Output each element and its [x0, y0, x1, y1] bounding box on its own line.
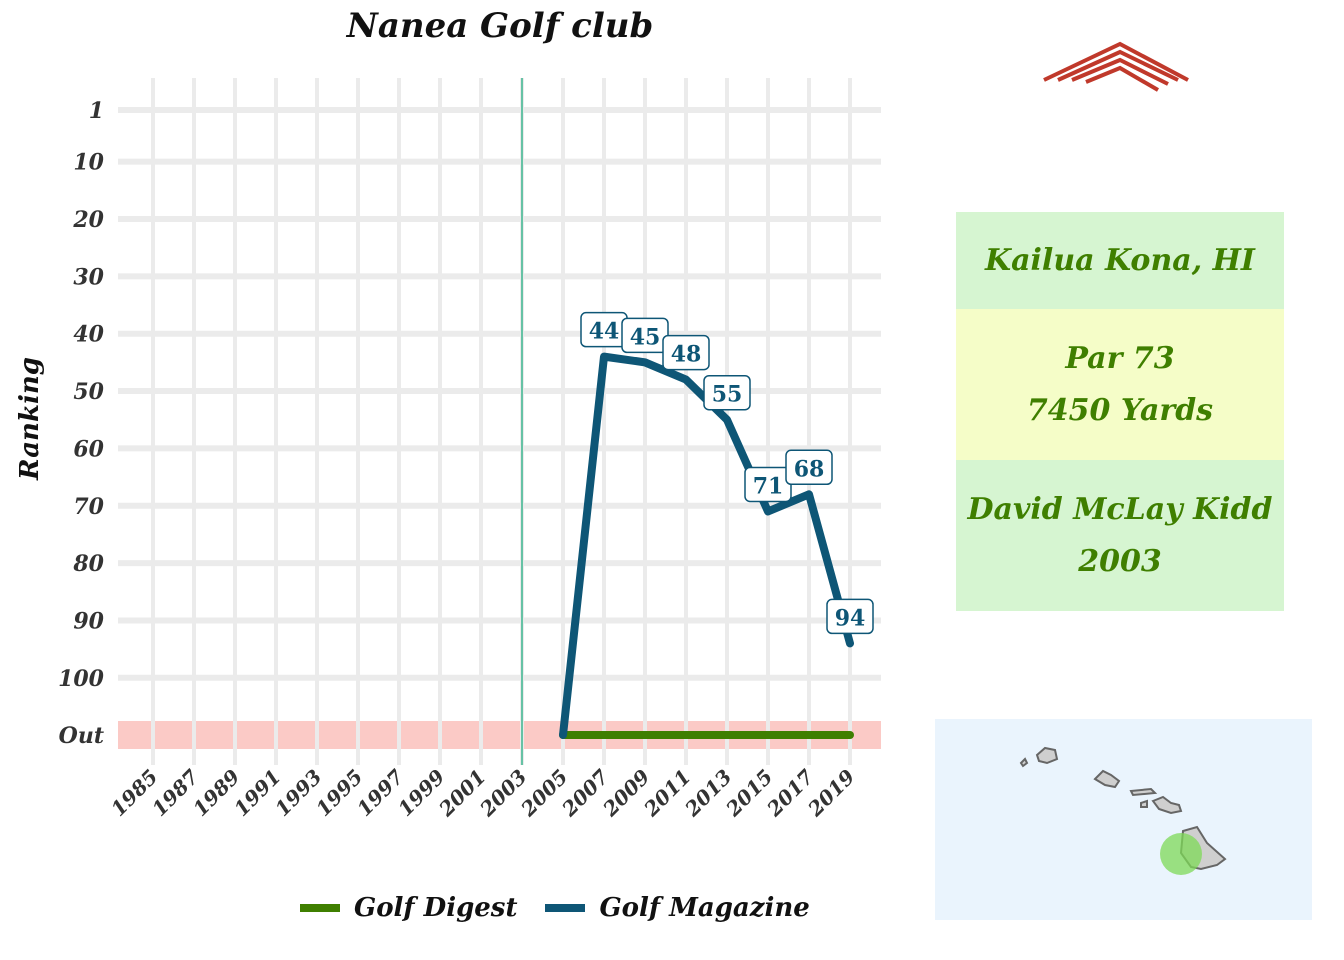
molokai-island: [1129, 787, 1158, 797]
x-tick-label: 2019: [802, 765, 859, 822]
y-tick-label: 30: [73, 264, 104, 290]
x-tick-label: 1985: [106, 765, 162, 821]
x-tick-label: 1993: [270, 765, 326, 821]
x-tick-label: 1997: [352, 765, 408, 821]
location-panel: Kailua Kona, HI: [956, 212, 1284, 309]
x-tick-label: 1995: [311, 765, 367, 821]
y-tick-label: Out: [59, 723, 104, 749]
x-tick-label: 2011: [638, 765, 695, 822]
data-label: 44: [589, 319, 620, 345]
y-tick-label: 70: [73, 494, 104, 520]
legend-label-golf-digest: Golf Digest: [354, 893, 518, 923]
x-tick-label: 2015: [720, 765, 777, 822]
legend-item-golf-digest: Golf Digest: [300, 893, 517, 923]
y-tick-label: 100: [58, 666, 105, 692]
y-tick-label: 90: [73, 608, 104, 634]
architect-text: David McLay Kidd: [967, 491, 1273, 527]
par-yards-panel: Par 73 7450 Yards: [956, 309, 1284, 460]
lanai-island: [1140, 799, 1148, 808]
data-label: 55: [712, 382, 743, 408]
y-tick-label: 1: [89, 98, 104, 124]
x-tick-label: 1989: [188, 765, 244, 821]
y-tick-label: 50: [73, 379, 104, 405]
x-tick-label: 2009: [597, 765, 654, 822]
kauai-island: [1035, 746, 1059, 765]
data-label: 68: [794, 456, 825, 482]
x-tick-label: 2007: [556, 765, 613, 822]
oahu-island: [1093, 769, 1121, 789]
data-label: 94: [835, 605, 866, 631]
yards-text: 7450 Yards: [1026, 392, 1214, 428]
niihau-island: [1019, 757, 1029, 768]
y-tick-label: 40: [73, 322, 104, 348]
x-tick-label: 1991: [229, 765, 285, 821]
legend-swatch-golf-magazine: [545, 904, 586, 912]
data-label-box: [662, 334, 710, 371]
architect-panel: David McLay Kidd 2003: [956, 460, 1284, 611]
data-label: 45: [630, 324, 661, 350]
maui-island: [1151, 795, 1183, 815]
data-label-box: [703, 374, 751, 411]
year-built-text: 2003: [1078, 543, 1162, 579]
x-tick-label: 1987: [147, 765, 203, 821]
legend-item-golf-magazine: Golf Magazine: [545, 893, 810, 923]
x-tick-label: 2003: [474, 765, 531, 822]
location-text: Kailua Kona, HI: [985, 242, 1255, 278]
x-tick-label: 2017: [761, 765, 818, 822]
data-label: 71: [753, 473, 784, 499]
x-tick-label: 2005: [515, 765, 572, 822]
legend-label-golf-magazine: Golf Magazine: [599, 893, 810, 923]
data-label-box: [826, 598, 874, 635]
par-text: Par 73: [1065, 340, 1175, 376]
data-label: 48: [671, 342, 702, 368]
chart-title: Nanea Golf club: [346, 6, 654, 46]
x-tick-label: 2001: [433, 765, 490, 822]
legend: Golf Digest Golf Magazine: [300, 888, 810, 928]
y-tick-label: 60: [73, 436, 104, 462]
legend-swatch-golf-digest: [300, 904, 340, 912]
x-tick-label: 1999: [393, 765, 449, 821]
y-tick-label: 20: [72, 207, 104, 233]
y-tick-label: 10: [73, 150, 104, 176]
data-label-box: [785, 449, 833, 486]
x-tick-label: 2013: [679, 765, 736, 822]
hawaii-map: [935, 719, 1312, 920]
y-tick-label: 80: [72, 551, 104, 577]
club-logo: [1040, 40, 1200, 100]
location-highlight: [1160, 833, 1202, 875]
